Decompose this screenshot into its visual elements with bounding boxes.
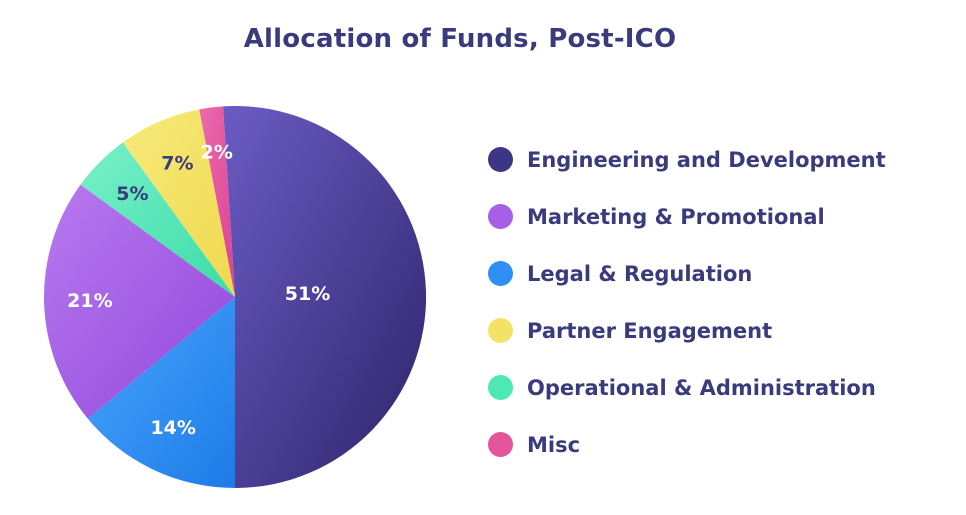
pie-slices: [43, 106, 427, 488]
legend-item-engineering: Engineering and Development: [488, 131, 948, 188]
legend-label: Marketing & Promotional: [527, 204, 825, 229]
legend-swatch: [488, 204, 513, 229]
legend-item-legal: Legal & Regulation: [488, 245, 948, 302]
slice-label: 2%: [201, 142, 233, 164]
legend-swatch: [488, 375, 513, 400]
slice-label: 7%: [161, 152, 193, 174]
legend-item-marketing: Marketing & Promotional: [488, 188, 948, 245]
legend-swatch: [488, 261, 513, 286]
legend-swatch: [488, 432, 513, 457]
legend-item-operational: Operational & Administration: [488, 359, 948, 416]
legend-item-misc: Misc: [488, 416, 948, 473]
legend-swatch: [488, 147, 513, 172]
legend-label: Engineering and Development: [527, 147, 886, 172]
slice-label: 14%: [150, 417, 195, 439]
legend-swatch: [488, 318, 513, 343]
pie-slice-engineering-and-development: [223, 106, 427, 488]
legend-label: Misc: [527, 432, 581, 457]
legend: Engineering and Development Marketing & …: [488, 131, 948, 473]
chart-title: Allocation of Funds, Post-ICO: [243, 24, 677, 54]
legend-item-partner: Partner Engagement: [488, 302, 948, 359]
pie-labels: 51% 2% 7% 5% 21% 14%: [67, 142, 330, 439]
slice-label: 51%: [285, 283, 330, 305]
slice-label: 5%: [116, 183, 148, 205]
pie-slice-misc: [199, 106, 235, 297]
legend-label: Legal & Regulation: [527, 261, 753, 286]
pie-slice-operational-administration: [80, 142, 235, 297]
slice-label: 21%: [67, 290, 112, 312]
pie-slice-legal-regulation: [87, 297, 235, 488]
legend-label: Partner Engagement: [527, 318, 773, 343]
pie-slice-partner-engagement: [122, 109, 235, 297]
pie-slice-marketing-promotional: [43, 184, 235, 419]
legend-label: Operational & Administration: [527, 375, 876, 400]
